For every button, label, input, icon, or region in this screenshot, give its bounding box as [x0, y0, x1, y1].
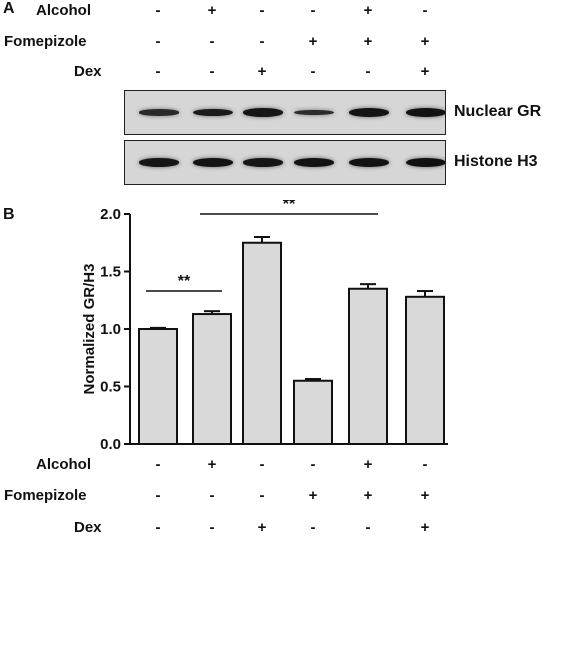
blot-band-1-2: [193, 108, 233, 117]
blot-band-1-3: [243, 108, 283, 117]
panel-b-sign-dex-4: -: [310, 519, 316, 536]
significance-label-1: **: [178, 273, 191, 290]
panel-a-sign-fomepizole-4: +: [308, 33, 318, 50]
bar-chart: 0.0 0.5 1.0 1.5 2.0 Normalized GR/H3 ** **: [81, 200, 448, 453]
panel-b-sign-dex-3: +: [257, 519, 267, 536]
blot-band-1-4: [294, 109, 334, 116]
panel-b-sign-alcohol-2: +: [207, 456, 217, 473]
panel-b-sign-dex-1: -: [155, 519, 161, 536]
panel-a-sign-alcohol-2: +: [207, 2, 217, 19]
panel-a-sign-dex-1: -: [155, 63, 161, 80]
panel-b-sign-alcohol-1: -: [155, 456, 161, 473]
histone-h3-label: Histone H3: [454, 153, 538, 170]
panel-a-sign-fomepizole-6: +: [420, 33, 430, 50]
nuclear-gr-label: Nuclear GR: [454, 103, 542, 120]
panel-a-row-label-fomepizole: Fomepizole: [4, 33, 87, 50]
y-tick-label-1: 0.5: [100, 379, 121, 396]
panel-a-sign-dex-3: +: [257, 63, 267, 80]
panel-a-sign-dex-5: -: [365, 63, 371, 80]
panel-a-sign-dex-6: +: [420, 63, 430, 80]
panel-b-sign-alcohol-6: -: [422, 456, 428, 473]
histone-h3-blot-image: [124, 140, 446, 185]
panel-b-sign-fomepizole-1: -: [155, 487, 161, 504]
nuclear-gr-blot-image: [124, 90, 446, 135]
panel-b-letter: B: [3, 206, 15, 223]
bar-2: [192, 313, 232, 445]
panel-b-row-label-fomepizole: Fomepizole: [4, 487, 87, 504]
bar-1: [138, 328, 178, 445]
panel-b-sign-fomepizole-2: -: [209, 487, 215, 504]
y-tick-label-3: 1.5: [100, 264, 121, 281]
blot-band-2-1: [139, 158, 179, 167]
panel-b-sign-alcohol-4: -: [310, 456, 316, 473]
panel-b-sign-alcohol-5: +: [363, 456, 373, 473]
panel-a-sign-dex-2: -: [209, 63, 215, 80]
panel-a-row-label-alcohol: Alcohol: [36, 2, 91, 19]
y-tick-label-2: 1.0: [100, 321, 121, 338]
panel-b-sign-dex-6: +: [420, 519, 430, 536]
panel-a-sign-fomepizole-2: -: [209, 33, 215, 50]
blot-band-2-3: [243, 158, 283, 167]
panel-a-row-label-dex: Dex: [74, 63, 102, 80]
bar-6: [405, 295, 445, 445]
panel-a-letter: A: [3, 0, 15, 17]
blot-band-1-1: [139, 109, 179, 116]
panel-b-sign-fomepizole-3: -: [259, 487, 265, 504]
panel-a-sign-alcohol-5: +: [363, 2, 373, 19]
blot-band-2-5: [349, 158, 389, 167]
panel-b-row-label-dex: Dex: [74, 519, 102, 536]
blot-band-1-6: [406, 108, 445, 117]
bar-3: [242, 241, 282, 445]
panel-a-sign-alcohol-4: -: [310, 2, 316, 19]
significance-label-2: **: [283, 200, 296, 213]
panel-b-sign-dex-2: -: [209, 519, 215, 536]
blot-band-1-5: [349, 108, 389, 117]
y-tick-label-0: 0.0: [100, 436, 121, 453]
y-axis-label: Normalized GR/H3: [81, 264, 98, 395]
blot-band-2-4: [294, 158, 334, 167]
panel-a-sign-dex-4: -: [310, 63, 316, 80]
panel-b-sign-alcohol-3: -: [259, 456, 265, 473]
panel-b-sign-fomepizole-5: +: [363, 487, 373, 504]
panel-b-sign-fomepizole-4: +: [308, 487, 318, 504]
blot-band-2-6: [406, 158, 445, 167]
panel-a-sign-alcohol-1: -: [155, 2, 161, 19]
panel-a-sign-fomepizole-3: -: [259, 33, 265, 50]
panel-a-sign-alcohol-3: -: [259, 2, 265, 19]
panel-a-sign-fomepizole-5: +: [363, 33, 373, 50]
blot-band-2-2: [193, 158, 233, 167]
panel-a-sign-fomepizole-1: -: [155, 33, 161, 50]
y-tick-label-4: 2.0: [100, 206, 121, 223]
panel-b-row-label-alcohol: Alcohol: [36, 456, 91, 473]
bar-5: [348, 287, 388, 445]
panel-b-sign-fomepizole-6: +: [420, 487, 430, 504]
bar-4: [293, 379, 333, 445]
panel-b-sign-dex-5: -: [365, 519, 371, 536]
panel-a-sign-alcohol-6: -: [422, 2, 428, 19]
